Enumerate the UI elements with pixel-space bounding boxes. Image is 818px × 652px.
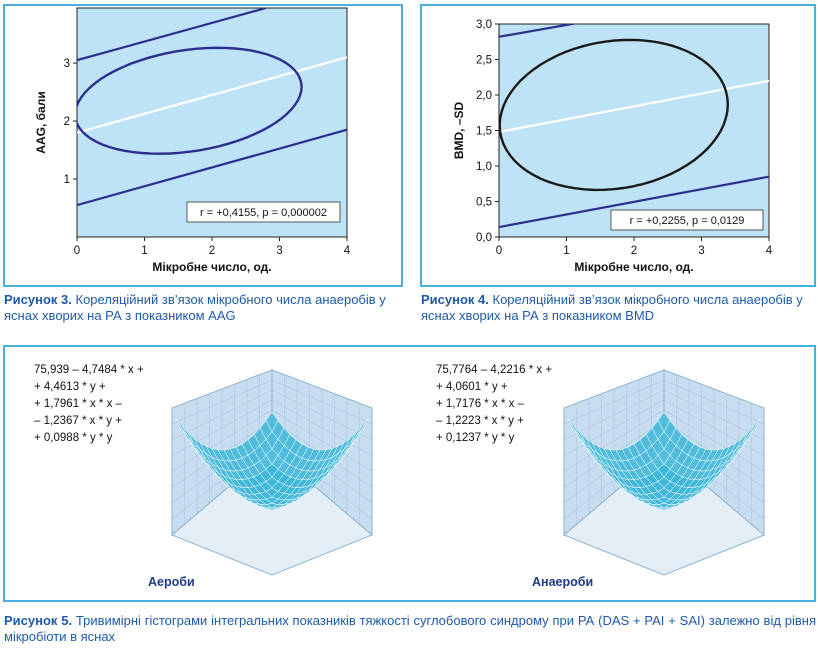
bmd-xtick-label-2: 2 (631, 245, 637, 257)
anaerobes-grid-rh-4 (663, 409, 765, 472)
formula-line-2: + 1,7961 * x * x – (34, 398, 122, 410)
figure-4-caption-text: Кореляційний зв’язок мікробного числа ан… (421, 292, 803, 323)
formula-line-1: + 4,0601 * y + (436, 381, 508, 393)
bmd-ytick-label-6: 3,0 (476, 19, 492, 31)
bmd-confidence-ellipse (499, 38, 730, 192)
aag-ytick-label-0: 1 (64, 174, 70, 186)
aerobes-formula: 75,939 – 4,7484 * x + + 4,4613 * y + + 1,7… (34, 362, 144, 447)
formula-line-1: + 4,4613 * y + (34, 381, 106, 393)
aerobes-surface-cell (265, 463, 279, 478)
bmd-annotation-box (610, 209, 764, 231)
anaerobes-floor (563, 449, 765, 576)
aag-confidence-ellipse (77, 46, 303, 155)
figure-3-caption: Рисунок 3. Кореляційний зв’язок мікробно… (4, 292, 404, 324)
anaerobes-formula: 75,7764 – 4,2216 * x + + 4,0601 * y + + 1,… (436, 362, 552, 447)
aag-xtick-label-3: 3 (276, 245, 282, 257)
bmd-y-axis-label: BMD, –SD (452, 101, 466, 159)
bmd-ytick-label-2: 1,0 (476, 161, 492, 173)
aag-regression-line (77, 56, 347, 134)
aag-xtick-label-2: 2 (209, 245, 215, 257)
aag-x-axis-label: Мікробне число, од. (152, 260, 271, 274)
aag-y-axis-label: AAG, бали (34, 91, 48, 153)
aag-xtick-label-4: 4 (344, 245, 351, 257)
aerobes-floor (171, 449, 373, 576)
figure-3-caption-text: Кореляційний зв’язок мікробного числа ан… (4, 292, 386, 323)
bmd-plot-content (499, 24, 769, 229)
bmd-xtick-label-4: 4 (766, 245, 773, 257)
figure-5-caption-text: Тривимірні гістограми інтегральних показ… (4, 613, 816, 644)
formula-line-4: + 0,1237 * y * y (436, 432, 515, 444)
anaerobes-surface (567, 411, 761, 511)
surface-plots (171, 369, 765, 576)
bmd-ytick-label-1: 0,5 (476, 197, 492, 209)
bmd-correlation-chart: r = +0,2255, p = 0,0129 0 1 2 3 4 0,0 0,5 1,0 1,5… (452, 19, 773, 274)
aerobes-surface (175, 411, 369, 511)
figure-4-caption: Рисунок 4. Кореляційний зв’язок мікробно… (421, 292, 817, 324)
figure-3-caption-label: Рисунок 3. (4, 292, 72, 307)
figure-5-caption: Рисунок 5. Тривимірні гістограми інтегра… (4, 613, 816, 645)
anaerobes-label: Анаероби (532, 575, 594, 589)
bmd-ytick-label-5: 2,5 (476, 55, 492, 67)
formula-line-0: 75,7764 – 4,2216 * x + (436, 364, 553, 376)
bmd-xtick-label-0: 0 (496, 245, 502, 257)
formula-line-4: + 0,0988 * y * y (34, 432, 113, 444)
bmd-ytick-label-3: 1,5 (476, 126, 492, 138)
aag-xtick-label-1: 1 (141, 245, 147, 257)
bmd-ytick-label-0: 0,0 (476, 232, 492, 244)
aag-plot-content (77, 8, 347, 207)
bmd-annotation: r = +0,2255, p = 0,0129 (610, 209, 764, 231)
figure-4-caption-label: Рисунок 4. (421, 292, 489, 307)
aag-ytick-label-2: 3 (64, 58, 70, 70)
aag-annotation: r = +0,4155, p = 0,000002 (186, 201, 341, 223)
formula-line-3: – 1,2223 * x * y + (436, 415, 524, 427)
figure-5-caption-label: Рисунок 5. (4, 613, 73, 628)
aerobes-grid-lh-4 (171, 409, 273, 472)
aag-annotation-box (186, 201, 341, 223)
bmd-annotation-text: r = +0,2255, p = 0,0129 (630, 215, 745, 227)
aag-confidence-upper-line (77, 8, 267, 62)
aerobes-label: Аероби (148, 575, 195, 589)
aag-correlation-chart: r = +0,4155, p = 0,000002 0 1 2 3 4 1 2 3 Мікробн… (34, 7, 351, 274)
aag-confidence-lower-line (77, 128, 347, 207)
bmd-xtick-label-3: 3 (698, 245, 704, 257)
aerobes-grid-rh-4 (271, 409, 373, 472)
bmd-confidence-upper-line (499, 24, 579, 38)
anaerobes-grid-lh-4 (563, 409, 665, 472)
anaerobes-surface-cell (657, 463, 671, 478)
aag-ytick-label-1: 2 (64, 116, 70, 128)
bmd-confidence-lower-line (499, 175, 769, 229)
bmd-x-axis-label: Мікробне число, од. (574, 260, 693, 274)
bmd-xtick-label-1: 1 (563, 245, 569, 257)
bmd-ytick-label-4: 2,0 (476, 90, 492, 102)
formula-line-3: – 1,2367 * x * y + (34, 415, 122, 427)
aag-plot-area (76, 7, 348, 238)
formula-line-0: 75,939 – 4,7484 * x + (34, 364, 144, 376)
formula-line-2: + 1,7176 * x * x – (436, 398, 524, 410)
aag-annotation-text: r = +0,4155, p = 0,000002 (200, 207, 327, 219)
aag-xtick-label-0: 0 (74, 245, 80, 257)
